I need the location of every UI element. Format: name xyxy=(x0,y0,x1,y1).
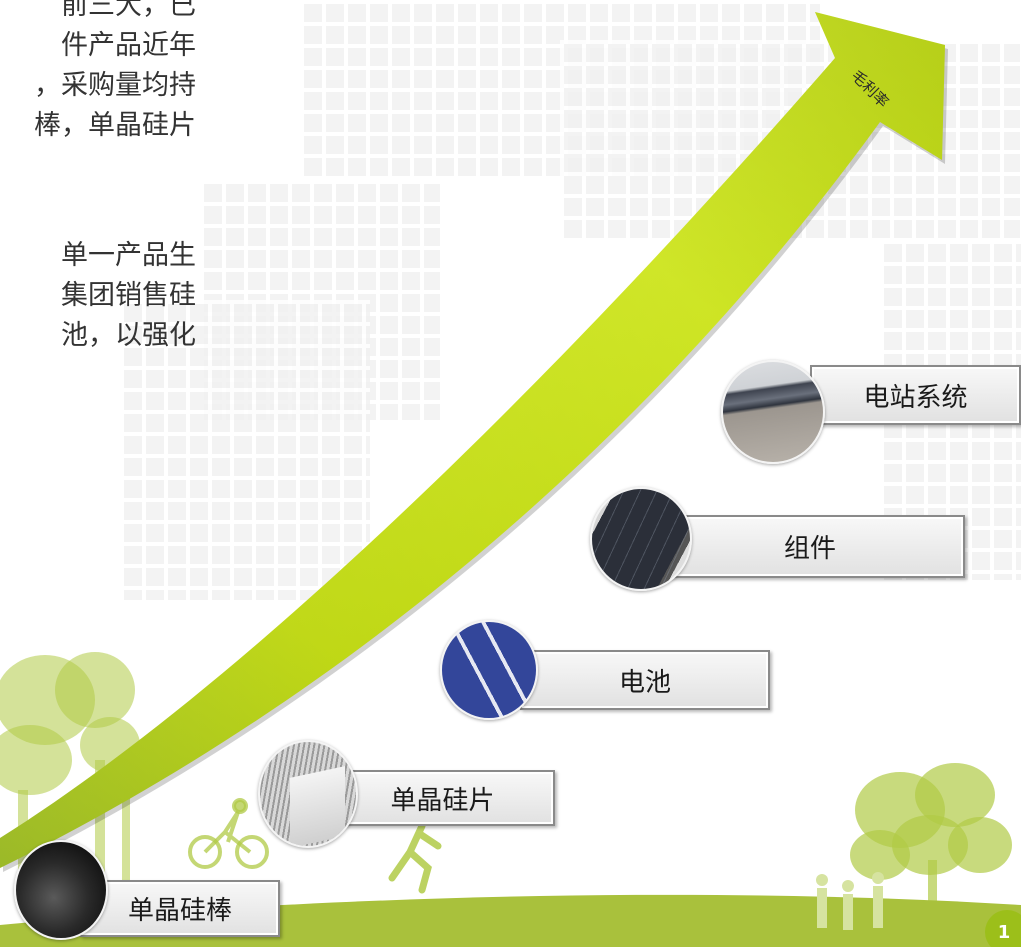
silicon-wafer-photo xyxy=(258,740,358,848)
intro-paragraph-2: 单一产品生 集团销售硅 池，以强化 xyxy=(0,236,196,358)
intro-line: ，采购量均持 xyxy=(0,66,196,106)
intro-line: 集团销售硅 xyxy=(0,276,196,316)
chain-label-cell: 电池 xyxy=(520,650,770,710)
intro-line: 前三大，已 xyxy=(0,0,196,26)
chain-label-power-station: 电站系统 xyxy=(810,365,1021,425)
solar-module-photo xyxy=(590,487,692,591)
chain-label-ingot: 单晶硅棒 xyxy=(80,880,280,937)
chain-label-module: 组件 xyxy=(655,515,965,578)
solar-cell-photo xyxy=(440,620,538,720)
page-number-badge: 1 xyxy=(985,910,1021,947)
intro-line: 棒，单晶硅片 xyxy=(0,106,196,146)
intro-line: 单一产品生 xyxy=(0,236,196,276)
silicon-ingot-photo xyxy=(14,840,108,940)
chain-label-wafer: 单晶硅片 xyxy=(330,770,555,826)
intro-paragraph-1: 前三大，已 件产品近年 ，采购量均持 棒，单晶硅片 xyxy=(0,0,196,150)
solar-power-station-photo xyxy=(721,360,825,464)
intro-line: 件产品近年 xyxy=(0,26,196,66)
page-number: 1 xyxy=(985,910,1021,947)
intro-line: 池，以强化 xyxy=(0,316,196,356)
